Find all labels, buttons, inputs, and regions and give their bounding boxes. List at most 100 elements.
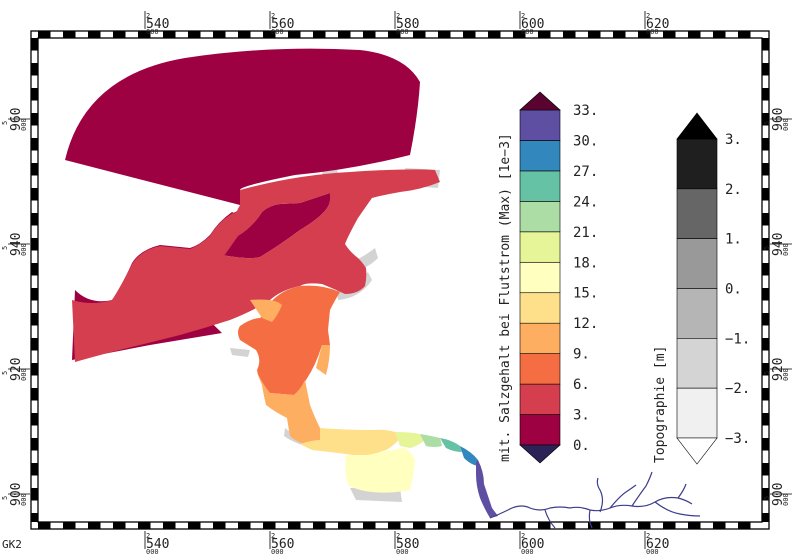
x-tick-suffix: 000	[146, 548, 159, 556]
frame-dash	[213, 522, 226, 529]
dry-land	[230, 348, 250, 357]
frame-dash	[31, 138, 38, 151]
frame-dash	[762, 63, 769, 76]
frame-dash	[762, 113, 769, 126]
frame-dash	[762, 438, 769, 451]
frame-dash	[31, 213, 38, 226]
frame-dash	[713, 522, 726, 529]
x-tick-suffix: 000	[646, 28, 659, 36]
frame-dash	[762, 363, 769, 376]
frame-dash	[163, 31, 176, 38]
frame-dash	[38, 522, 51, 529]
frame-dash	[762, 88, 769, 101]
salinity-colorbar-tick-label: 33.	[573, 103, 598, 119]
x-tick-prefix: 2	[521, 532, 525, 540]
frame-dash	[288, 31, 301, 38]
y-tick-label: 920	[9, 358, 24, 381]
salinity-colorbar-bin	[519, 201, 561, 233]
frame-dash	[762, 213, 769, 226]
frame-dash	[31, 163, 38, 176]
topography-colorbar-bin	[676, 387, 718, 439]
frame-dash	[413, 522, 426, 529]
salinity-colorbar: 33. 30. 27. 24. 21. 18. 15. 12. 9. 6. 3. 0.	[519, 91, 598, 464]
frame-dash	[563, 522, 576, 529]
salinity-colorbar-tick-label: 27.	[573, 164, 598, 180]
y-tick-prefix: 5	[1, 121, 9, 125]
frame-dash	[313, 522, 326, 529]
frame-dash	[31, 438, 38, 451]
frame-dash	[31, 188, 38, 201]
frame-dash	[688, 522, 701, 529]
frame-dash	[762, 413, 769, 426]
frame-dash	[413, 31, 426, 38]
frame-dash	[762, 263, 769, 276]
estuary-map	[65, 48, 701, 529]
frame-dash	[31, 488, 38, 501]
frame-dash	[188, 522, 201, 529]
frame-dash	[762, 238, 769, 251]
salinity-colorbar-bin	[519, 292, 561, 324]
topography-colorbar-tick-label: −3.	[725, 431, 750, 447]
x-tick-suffix: 000	[521, 548, 534, 556]
frame-dash	[663, 31, 676, 38]
x-tick-suffix: 000	[646, 548, 659, 556]
frame-dash	[762, 313, 769, 326]
x-tick-prefix: 2	[646, 532, 650, 540]
salinity-colorbar-title: mit. Salzgehalt bei Flutstrom (Max) [1e−…	[498, 133, 513, 462]
frame-dash	[363, 522, 376, 529]
frame-dash	[238, 522, 251, 529]
frame-dash	[31, 413, 38, 426]
frame-dash	[38, 31, 51, 38]
frame-dash	[613, 522, 626, 529]
x-tick-label: 540	[146, 17, 169, 32]
topography-colorbar-under-arrow	[676, 437, 718, 465]
frame-dash	[488, 31, 501, 38]
topography-colorbar-bin	[676, 238, 718, 289]
frame-dash	[762, 38, 769, 51]
frame-dash	[31, 338, 38, 351]
salinity-zone	[250, 299, 368, 452]
river-tributaries	[489, 471, 701, 529]
frame-dash	[63, 522, 76, 529]
frame-dash	[762, 488, 769, 501]
frame-dash	[738, 31, 751, 38]
topography-colorbar-bin	[676, 338, 718, 389]
x-tick-prefix: 2	[271, 532, 275, 540]
salinity-colorbar-tick-label: 24.	[573, 194, 598, 210]
frame-dash	[31, 113, 38, 126]
x-tick-prefix: 2	[146, 12, 150, 20]
salinity-zone	[345, 448, 415, 493]
frame-dashes	[31, 31, 769, 529]
frame-dash	[31, 263, 38, 276]
x-tick-prefix: 2	[646, 12, 650, 20]
y-tick-suffix: 000	[782, 493, 790, 506]
salinity-colorbar-tick-label: 12.	[573, 316, 598, 332]
topography-colorbar-bin	[676, 288, 718, 339]
frame-dash	[31, 513, 38, 522]
frame-dash	[438, 31, 451, 38]
topography-colorbar-title: Topographie [m]	[653, 346, 668, 463]
frame-dash	[513, 31, 526, 38]
y-tick-label: 940	[9, 233, 24, 256]
frame-dash	[688, 31, 701, 38]
x-tick-label: 600	[521, 537, 544, 552]
salinity-colorbar-tick-label: 0.	[573, 438, 590, 454]
x-tick-suffix: 000	[271, 28, 284, 36]
salinity-colorbar-tick-label: 9.	[573, 347, 590, 363]
topography-colorbar-bin	[676, 138, 718, 190]
frame-dash	[31, 388, 38, 401]
topography-colorbar-tick-label: 0.	[725, 282, 742, 298]
frame-dash	[31, 288, 38, 301]
topography-colorbar-bin	[676, 188, 718, 239]
salinity-zone	[440, 438, 462, 452]
salinity-zone	[476, 460, 498, 518]
frame-dash	[31, 238, 38, 251]
frame-dash	[762, 388, 769, 401]
frame-dash	[31, 63, 38, 76]
x-tick-label: 560	[271, 537, 294, 552]
salinity-colorbar-tick-label: 21.	[573, 225, 598, 241]
frame-dash	[31, 363, 38, 376]
